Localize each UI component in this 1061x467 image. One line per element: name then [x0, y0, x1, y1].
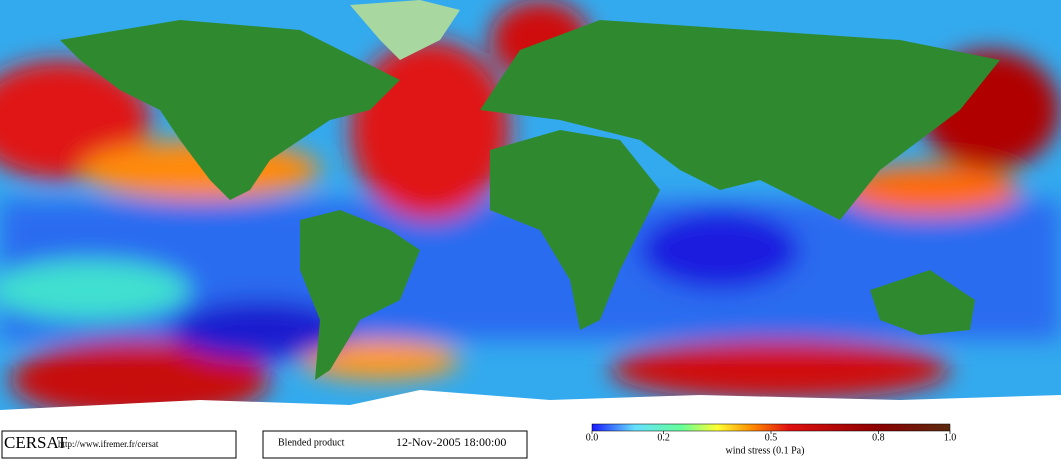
colorbar-tick-label: 0.2 [657, 432, 670, 443]
date: 12-Nov-2005 18:00:00 [396, 435, 506, 449]
colorbar-tick-label: 0.5 [765, 432, 778, 443]
colorbar-tick-label: 0.8 [872, 432, 885, 443]
colorbar [591, 423, 951, 432]
colorbar-tick-label: 1.0 [944, 432, 957, 443]
colorbar-label: wind stress (0.1 Pa) [726, 445, 805, 456]
info-box [262, 430, 528, 459]
logo: CERSAT [4, 433, 68, 452]
logo-box [1, 430, 237, 459]
colorbar-tick-label: 0.0 [586, 432, 599, 443]
url: http://www.ifremer.fr/cersat [58, 439, 159, 449]
landmasses [60, 0, 1000, 380]
product: Blended product [278, 437, 345, 448]
